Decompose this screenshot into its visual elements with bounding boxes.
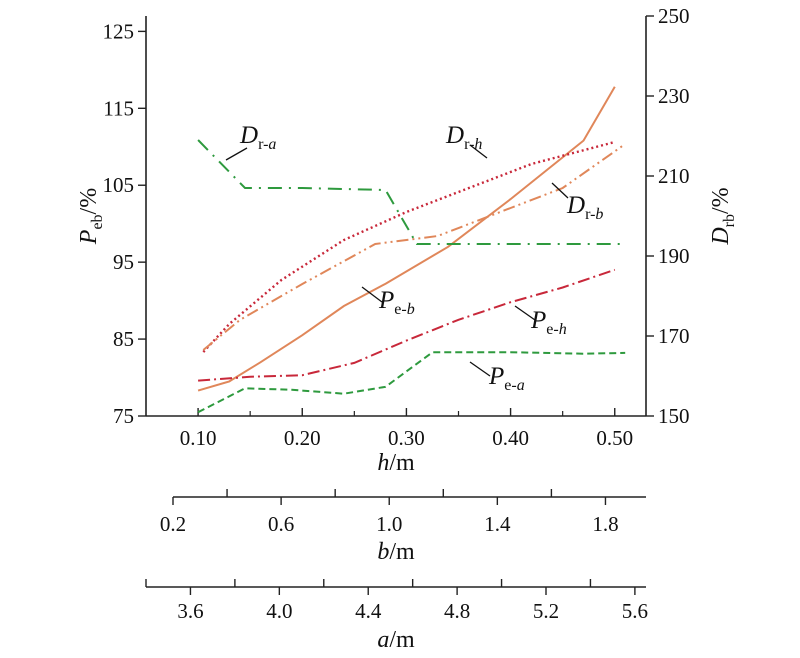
right-tick-label: 190 xyxy=(658,244,690,268)
x-tick-label: 0.20 xyxy=(284,426,321,450)
annotation-label-Pe-b: Pe-b xyxy=(378,287,415,318)
x-tick-label: 0.40 xyxy=(492,426,529,450)
x-tick-label: 0.50 xyxy=(596,426,633,450)
right-tick-label: 170 xyxy=(658,324,690,348)
x-axis-title-a: a/m xyxy=(377,627,415,653)
left-y-axis-title: Peb/% xyxy=(76,188,106,245)
annotation-leader-Pe-a xyxy=(469,361,491,377)
x-tick-label: 0.10 xyxy=(180,426,217,450)
left-tick-label: 75 xyxy=(113,404,134,428)
left-tick-label: 105 xyxy=(103,173,135,197)
series-line-Pe-h xyxy=(198,268,616,382)
axis-tick-label-a: 5.2 xyxy=(533,599,559,623)
annotation-label-Pe-h: Pe-h xyxy=(530,307,567,338)
x-tick-label: 0.30 xyxy=(388,426,425,450)
x-axis-title-b: b/m xyxy=(377,539,415,565)
x-axis-title-h: h/m xyxy=(377,450,415,476)
left-y-axis-ticks: 75 85 95 105 115 125 xyxy=(103,19,146,428)
left-tick-label: 115 xyxy=(103,96,134,120)
x-axis-ticks: 0.10 0.20 0.30 0.40 0.50 xyxy=(180,408,633,450)
series-lines xyxy=(197,86,626,414)
axis-tick-label-b: 0.2 xyxy=(160,512,186,536)
series-line-Dr-b xyxy=(202,143,626,351)
axis-tick-label-b: 1.0 xyxy=(376,512,402,536)
annotation-leader-Pe-b xyxy=(361,286,383,303)
right-tick-label: 150 xyxy=(658,404,690,428)
axis-tick-label-b: 1.8 xyxy=(592,512,618,536)
axis-titles: Peb/% Drb/% h/m xyxy=(76,187,738,476)
secondary-x-axes: 0.2 0.6 1.0 1.4 1.8 b/m 3.6 4.0 4.4 4.8 5.2 5.6 a/m xyxy=(145,489,648,653)
series-line-Pe-a xyxy=(197,351,626,414)
series-line-Pe-b xyxy=(197,86,616,392)
axis-tick-label-a: 4.4 xyxy=(355,599,382,623)
right-tick-label: 230 xyxy=(658,84,690,108)
right-tick-label: 210 xyxy=(658,164,690,188)
axis-tick-label-a: 3.6 xyxy=(177,599,203,623)
right-y-axis-title: Drb/% xyxy=(708,187,738,245)
annotation-leader-Dr-h xyxy=(469,144,488,159)
series-line-Dr-a xyxy=(197,139,626,245)
left-tick-label: 85 xyxy=(113,327,134,351)
axis-tick-label-a: 5.6 xyxy=(622,599,648,623)
axis-tick-label-b: 1.4 xyxy=(484,512,511,536)
annotation-label-Pe-a: Pe-a xyxy=(488,363,525,394)
axis-tick-label-a: 4.8 xyxy=(444,599,470,623)
series-annotations: Dr-a Dr-h Dr-b Pe-b Pe-hPe-a xyxy=(225,122,603,394)
annotation-leader-Dr-a xyxy=(225,147,248,161)
annotation-leader-Dr-b xyxy=(551,182,569,199)
annotation-leader-Pe-h xyxy=(514,305,536,321)
right-y-axis-ticks: 150 170 190 210 230 250 xyxy=(646,4,690,428)
right-tick-label: 250 xyxy=(658,4,690,28)
annotation-label-Dr-b: Dr-b xyxy=(566,192,603,223)
series-line-Dr-h xyxy=(202,140,616,353)
left-tick-label: 125 xyxy=(103,19,135,43)
annotation-label-Dr-a: Dr-a xyxy=(239,122,276,153)
left-tick-label: 95 xyxy=(113,250,134,274)
axis-tick-label-b: 0.6 xyxy=(268,512,294,536)
axis-tick-label-a: 4.0 xyxy=(266,599,292,623)
annotation-label-Dr-h: Dr-h xyxy=(445,122,482,153)
